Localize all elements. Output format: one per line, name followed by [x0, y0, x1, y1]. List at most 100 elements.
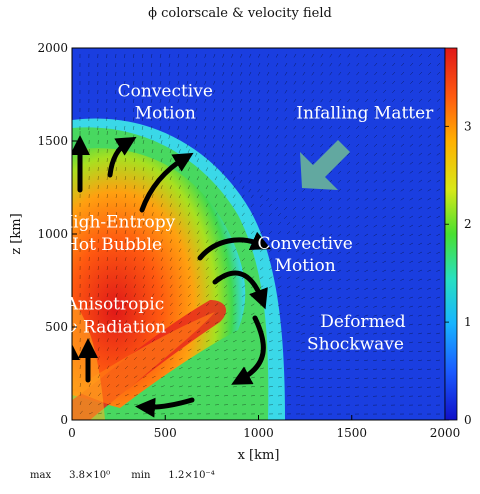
- velocity-vector: [248, 107, 252, 112]
- velocity-vector: [259, 194, 263, 199]
- velocity-vector: [232, 176, 236, 181]
- velocity-vector: [310, 278, 315, 282]
- velocity-vector: [337, 170, 342, 174]
- velocity-vector: [133, 320, 137, 325]
- velocity-vector: [328, 233, 333, 237]
- velocity-vector: [195, 134, 198, 139]
- velocity-vector: [160, 320, 164, 325]
- velocity-vector: [364, 242, 369, 246]
- velocity-vector: [133, 394, 138, 397]
- velocity-vector: [418, 89, 423, 93]
- velocity-vector: [365, 80, 369, 85]
- velocity-vector: [295, 349, 300, 352]
- velocity-vector: [178, 257, 182, 262]
- velocity-vector: [355, 233, 360, 237]
- velocity-vector: [222, 116, 225, 121]
- velocity-vector: [436, 98, 441, 102]
- velocity-vector: [239, 134, 243, 139]
- velocity-vector: [195, 80, 198, 85]
- velocity-vector: [106, 230, 108, 235]
- velocity-vector: [319, 305, 324, 308]
- velocity-vector: [383, 53, 387, 58]
- velocity-vector: [311, 98, 315, 103]
- velocity-vector: [195, 89, 198, 94]
- velocity-vector: [169, 357, 174, 361]
- velocity-vector: [178, 330, 183, 334]
- velocity-vector: [391, 314, 396, 317]
- velocity-vector: [232, 285, 237, 289]
- velocity-vector: [205, 330, 210, 334]
- velocity-vector: [391, 242, 396, 246]
- velocity-vector: [400, 323, 405, 326]
- velocity-vector: [373, 197, 378, 201]
- velocity-vector: [124, 403, 129, 406]
- velocity-vector: [436, 323, 441, 326]
- velocity-vector: [328, 197, 333, 201]
- velocity-vector: [142, 338, 146, 343]
- velocity-vector: [214, 294, 219, 298]
- velocity-vector: [310, 386, 315, 388]
- velocity-vector: [248, 71, 252, 76]
- velocity-vector: [259, 267, 264, 271]
- velocity-vector: [97, 293, 99, 298]
- velocity-vector: [221, 134, 225, 139]
- velocity-vector: [196, 330, 201, 334]
- velocity-vector: [328, 260, 333, 264]
- velocity-vector: [142, 62, 144, 67]
- velocity-vector: [257, 161, 261, 166]
- velocity-vector: [373, 350, 378, 353]
- velocity-vector: [124, 257, 127, 262]
- velocity-vector: [115, 275, 118, 280]
- velocity-vector: [364, 188, 369, 192]
- velocity-vector: [169, 339, 174, 343]
- velocity-vector: [355, 188, 360, 192]
- velocity-vector: [213, 71, 216, 76]
- velocity-vector: [301, 296, 306, 300]
- velocity-vector: [133, 329, 137, 334]
- velocity-vector: [248, 134, 252, 139]
- velocity-vector: [205, 321, 210, 325]
- velocity-vector: [400, 260, 405, 263]
- velocity-vector: [391, 224, 396, 228]
- velocity-vector: [132, 116, 135, 121]
- velocity-vector: [364, 332, 369, 335]
- velocity-vector: [214, 285, 219, 289]
- velocity-vector: [150, 71, 153, 76]
- velocity-vector: [427, 350, 432, 353]
- x-tick-label: 1000: [243, 426, 274, 440]
- velocity-vector: [293, 152, 297, 157]
- velocity-vector: [168, 134, 171, 139]
- velocity-vector: [346, 359, 351, 362]
- velocity-vector: [205, 303, 210, 307]
- velocity-vector: [355, 143, 360, 147]
- velocity-vector: [328, 170, 333, 174]
- velocity-vector: [347, 134, 351, 139]
- velocity-vector: [223, 367, 228, 370]
- velocity-vector: [400, 224, 405, 228]
- velocity-vector: [241, 203, 245, 208]
- velocity-vector: [301, 359, 306, 362]
- velocity-vector: [374, 89, 378, 94]
- velocity-vector: [346, 188, 351, 192]
- velocity-vector: [142, 347, 146, 352]
- velocity-vector: [257, 62, 261, 67]
- annotation-label: Motion: [135, 104, 196, 124]
- velocity-vector: [295, 267, 300, 271]
- velocity-vector: [133, 302, 137, 307]
- velocity-vector: [409, 161, 414, 165]
- velocity-vector: [178, 239, 182, 244]
- velocity-vector: [286, 240, 291, 244]
- velocity-vector: [436, 251, 441, 254]
- velocity-vector: [124, 230, 127, 235]
- velocity-vector: [205, 367, 210, 370]
- velocity-vector: [373, 269, 378, 273]
- velocity-vector: [320, 125, 324, 130]
- velocity-vector: [187, 367, 192, 370]
- velocity-vector: [436, 287, 441, 290]
- velocity-vector: [268, 258, 273, 262]
- velocity-vector: [259, 258, 264, 262]
- velocity-vector: [204, 71, 207, 76]
- velocity-vector: [295, 340, 300, 343]
- velocity-vector: [241, 185, 245, 190]
- velocity-vector: [373, 359, 378, 362]
